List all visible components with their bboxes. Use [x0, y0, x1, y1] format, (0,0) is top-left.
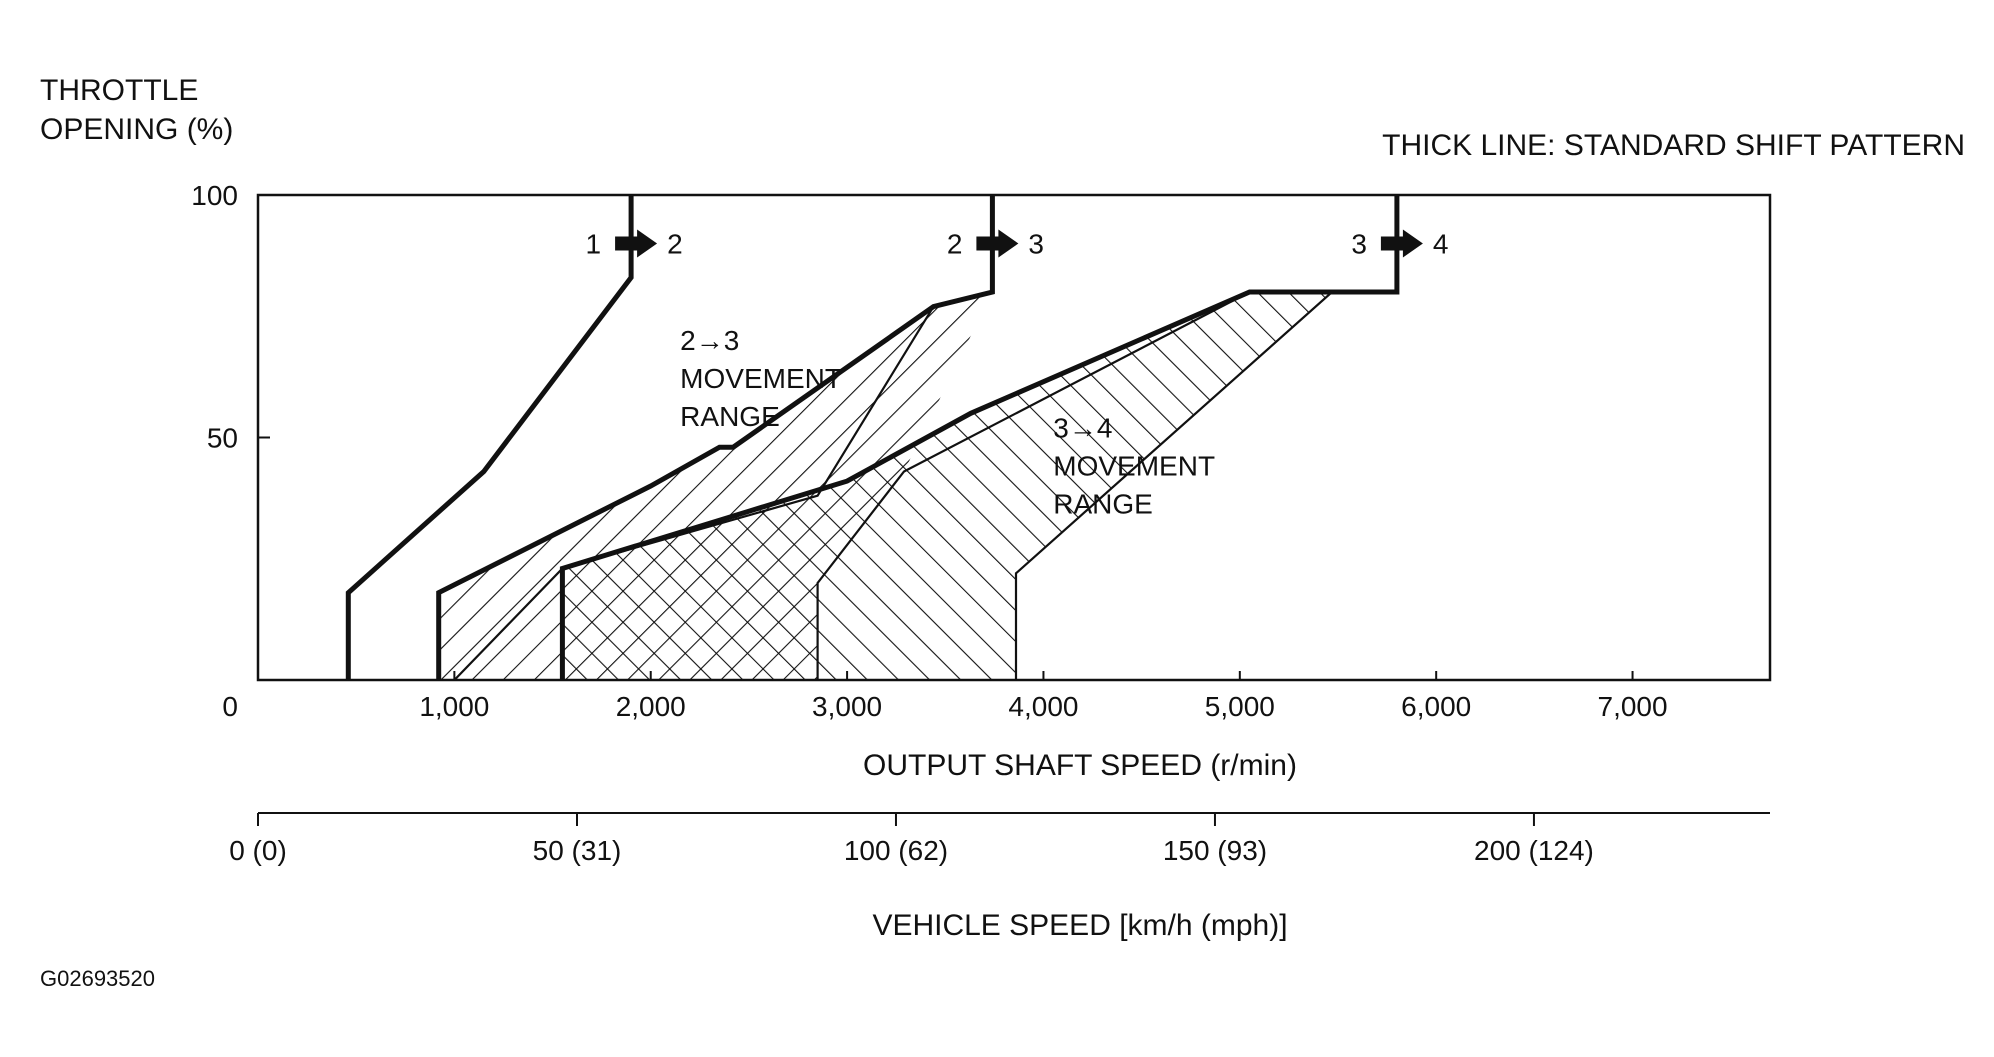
shift-line-5	[816, 290, 1335, 680]
x-axis-label: OUTPUT SHAFT SPEED (r/min)	[863, 749, 1297, 782]
movement-regions	[438, 292, 1333, 680]
shift-line-4	[453, 290, 993, 681]
secondary-tick-label: 200 (124)	[1474, 835, 1594, 866]
shift-to-label: 4	[1433, 229, 1449, 260]
secondary-axis-label: VEHICLE SPEED [km/h (mph)]	[872, 909, 1287, 942]
legend-note: THICK LINE: STANDARD SHIFT PATTERN	[1382, 129, 1965, 162]
x-tick-label: 1,000	[419, 691, 489, 722]
secondary-axis-ticks: 0 (0) 50 (31) 100 (62) 150 (93) 200 (124)	[229, 813, 1594, 866]
x-tick-label: 4,000	[1008, 691, 1078, 722]
y-tick-label: 50	[207, 423, 238, 454]
shift-from-label: 1	[586, 229, 602, 260]
y-axis-title-line1: THROTTLE	[40, 74, 198, 107]
movement-range-2-3-line: 2→3	[680, 325, 739, 356]
shift-arrow-icon	[1380, 229, 1423, 258]
x-tick-label: 6,000	[1401, 691, 1471, 722]
shift-arrow-icon	[976, 229, 1019, 258]
movement-range-3-4-line: MOVEMENT	[1053, 451, 1215, 482]
y-tick-label: 100	[191, 180, 238, 211]
x-tick-label: 2,000	[616, 691, 686, 722]
y-tick-label: 0	[222, 691, 238, 722]
secondary-tick-label: 50 (31)	[533, 835, 622, 866]
secondary-tick-label: 0 (0)	[229, 835, 287, 866]
annotations: 2→3 MOVEMENT RANGE 3→4 MOVEMENT RANGE	[680, 325, 1215, 519]
shift-to-label: 3	[1028, 229, 1044, 260]
movement-range-3-4-line: RANGE	[1053, 489, 1153, 520]
movement-region-3-4	[562, 292, 1333, 680]
movement-range-3-4-line: 3→4	[1053, 413, 1112, 444]
movement-range-2-3-line: RANGE	[680, 401, 780, 432]
shift-lines	[345, 195, 1400, 681]
shift-labels: 1 2 2 3 3 4	[586, 229, 1449, 260]
movement-range-2-3-line: MOVEMENT	[680, 363, 842, 394]
shift-from-label: 3	[1351, 229, 1367, 260]
shift-from-label: 2	[947, 229, 963, 260]
figure-code: G02693520	[40, 966, 155, 991]
y-axis-title-line2: OPENING (%)	[40, 113, 233, 146]
x-tick-label: 5,000	[1205, 691, 1275, 722]
shift-arrow-icon	[615, 229, 658, 258]
axes: 1,000 2,000 3,000 4,000 5,000 6,000 7,000 0 50 10…	[191, 180, 1667, 722]
x-tick-label: 3,000	[812, 691, 882, 722]
x-tick-label: 7,000	[1598, 691, 1668, 722]
secondary-tick-label: 100 (62)	[844, 835, 948, 866]
secondary-tick-label: 150 (93)	[1163, 835, 1267, 866]
shift-to-label: 2	[667, 229, 683, 260]
